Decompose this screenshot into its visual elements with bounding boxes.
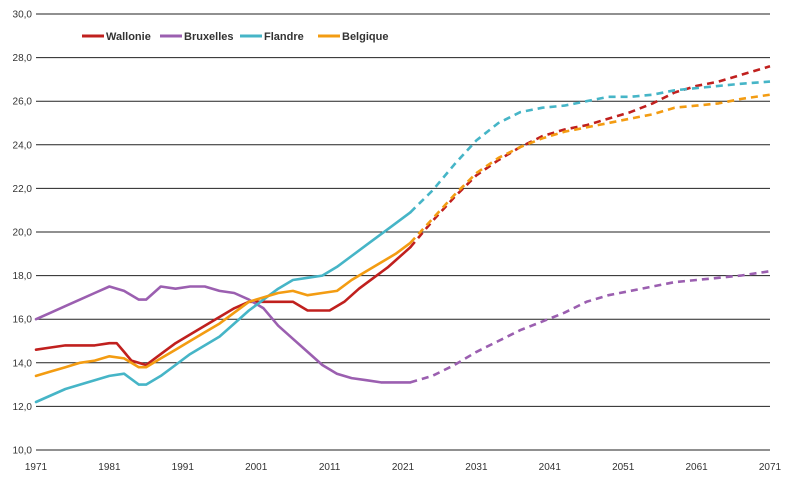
- series-line-belgique-observed: [34, 241, 412, 378]
- x-tick-label: 2051: [612, 462, 635, 473]
- y-tick-label: 22,0: [13, 184, 33, 195]
- x-tick-label: 2021: [392, 462, 415, 473]
- y-tick-label: 12,0: [13, 402, 33, 413]
- legend-label-bruxelles: Bruxelles: [184, 31, 234, 43]
- grid-lines: [36, 13, 770, 451]
- x-tick-label: 1971: [25, 462, 48, 473]
- x-tick-label: 2001: [245, 462, 268, 473]
- series-line-bruxelles-observed: [34, 285, 412, 384]
- x-tick-label: 2041: [539, 462, 562, 473]
- y-tick-label: 14,0: [13, 358, 33, 369]
- x-tick-label: 2061: [685, 462, 708, 473]
- legend-label-belgique: Belgique: [342, 31, 388, 43]
- series-line-wallonie-projection: [409, 65, 771, 249]
- y-tick-label: 26,0: [13, 97, 33, 108]
- x-tick-label: 2071: [759, 462, 782, 473]
- x-tick-label: 2011: [319, 462, 341, 473]
- y-tick-label: 24,0: [13, 140, 33, 151]
- y-tick-label: 16,0: [13, 315, 33, 326]
- y-tick-label: 18,0: [13, 271, 33, 282]
- legend-label-wallonie: Wallonie: [106, 31, 151, 43]
- y-tick-label: 28,0: [13, 53, 33, 64]
- series-line-belgique-projection: [409, 93, 771, 244]
- y-axis-tick-labels: 10,0 12,0 14,0 16,0 18,0 20,0 22,0 24,0 26,0 28,0…: [13, 10, 33, 457]
- legend-label-flandre: Flandre: [264, 31, 304, 43]
- y-tick-label: 10,0: [13, 446, 33, 457]
- x-tick-label: 1991: [172, 462, 195, 473]
- y-tick-label: 20,0: [13, 228, 33, 239]
- x-tick-label: 2031: [465, 462, 488, 473]
- legend: Wallonie Bruxelles Flandre Belgique: [82, 31, 388, 43]
- y-tick-label: 30,0: [13, 10, 33, 21]
- series-line-bruxelles-projection: [409, 269, 771, 384]
- x-axis-tick-labels: 1971 1981 1991 2001 2011 2021 2031 2041 2051 2061…: [25, 462, 782, 473]
- series-lines: [34, 65, 771, 404]
- x-tick-label: 1981: [98, 462, 121, 473]
- series-line-wallonie-observed: [34, 246, 412, 367]
- series-line-flandre-observed: [34, 211, 412, 404]
- series-line-flandre-projection: [409, 80, 771, 214]
